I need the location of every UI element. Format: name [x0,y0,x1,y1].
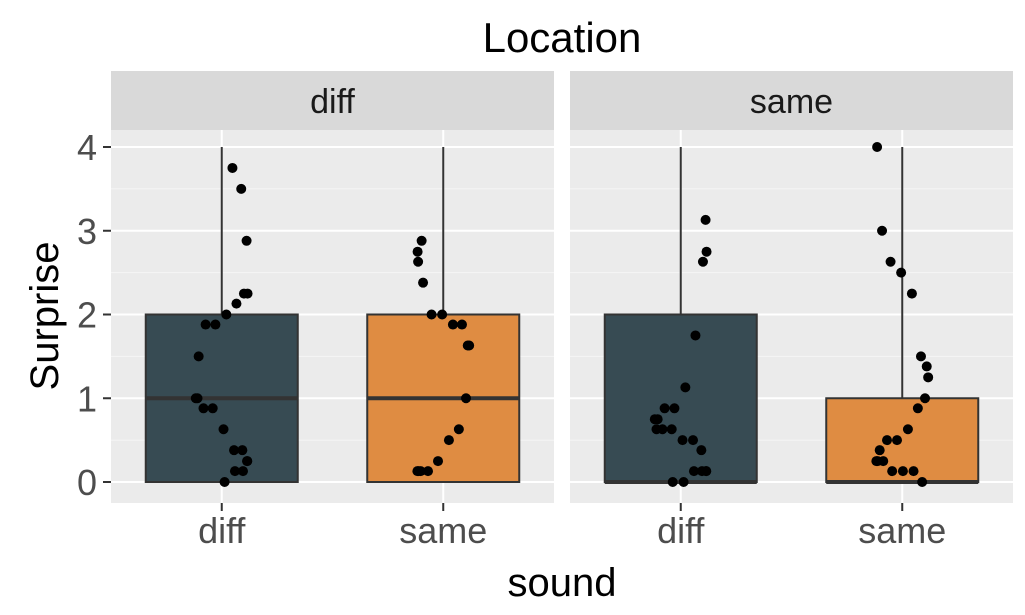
data-point [236,183,247,194]
data-point [906,288,917,299]
data-point [892,435,903,446]
y-axis-title: Surprise [23,242,67,391]
facet-panels: 0 1 2 3 4 diff diff same same diff same [77,71,1013,551]
data-point [666,424,677,435]
data-point [923,372,934,383]
facet-strip [570,71,1013,130]
data-point [659,403,670,414]
data-point [413,256,424,267]
facet-strip-label: diff [310,83,355,121]
data-point [229,466,240,477]
data-point [688,466,699,477]
data-point [426,309,437,320]
data-point [696,466,707,477]
data-point [198,403,209,414]
data-point [667,477,678,487]
data-point [908,466,919,477]
data-point [877,225,888,236]
data-point [433,456,444,467]
data-point [453,424,464,435]
data-point [437,309,448,320]
y-tick-label: 3 [77,211,97,252]
data-point [418,277,429,288]
x-axis-title: sound [508,561,617,605]
chart-title: Location [483,14,642,61]
data-point [697,256,708,267]
data-point [241,235,252,246]
data-point [669,403,680,414]
data-point [238,288,249,299]
data-point [874,445,885,456]
data-point [882,435,893,446]
y-tick-label: 0 [77,462,97,503]
data-point [677,435,688,446]
data-point [461,393,472,404]
x-tick-label: diff [657,510,705,551]
data-point [464,340,475,351]
facet-panel-diff: diff diff same [111,71,554,551]
data-point [412,246,423,257]
data-point [678,477,689,487]
data-point [237,466,248,477]
data-point [649,414,660,425]
data-point [915,351,926,362]
data-point [690,330,701,341]
y-tick-label: 1 [77,378,97,419]
y-tick-label: 4 [77,127,97,168]
data-point [200,319,211,330]
data-point [221,309,232,320]
data-point [887,466,898,477]
data-point [920,393,931,404]
data-point [878,456,889,467]
data-point [447,319,458,330]
data-point [872,142,883,152]
data-point [885,256,896,267]
data-point [207,403,218,414]
box-diff [603,313,758,483]
data-point [456,319,467,330]
data-point [413,466,424,477]
data-point [688,435,699,446]
facet-panel-same: same diff same [570,71,1013,551]
data-point [192,393,203,404]
x-tick-label: diff [198,510,246,551]
data-point [701,246,712,257]
x-tick-label: same [858,510,946,551]
data-point [416,235,427,246]
data-point [219,477,230,487]
data-point [242,456,253,467]
data-point [443,435,454,446]
data-point [237,445,248,456]
facet-strip-label: same [750,83,833,121]
x-tick-label: same [399,510,487,551]
data-point [229,445,240,456]
data-point [696,445,707,456]
data-point [902,424,913,435]
data-point [917,477,928,487]
data-point [680,382,691,393]
data-point [227,162,238,173]
data-point [700,214,711,225]
data-point [657,424,668,435]
facet-strip [111,71,554,130]
data-point [912,403,923,414]
data-point [193,351,204,362]
data-point [423,466,434,477]
data-point [218,424,229,435]
data-point [210,319,221,330]
data-point [921,361,932,372]
data-point [231,298,242,309]
data-point [897,466,908,477]
y-tick-label: 2 [77,295,97,336]
data-point [896,267,907,278]
